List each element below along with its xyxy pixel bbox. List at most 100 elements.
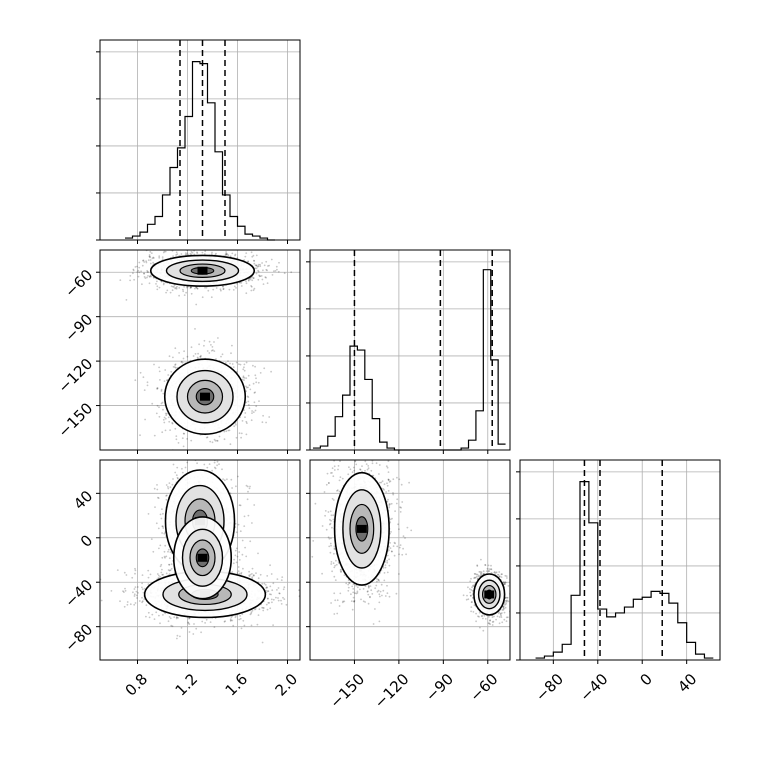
x-tick-label: 0 <box>636 670 655 689</box>
sample-point <box>213 451 215 453</box>
sample-point <box>251 255 254 258</box>
sample-point <box>183 245 185 247</box>
sample-point <box>231 363 234 365</box>
sample-point <box>186 355 189 358</box>
hist-panel-0-grid <box>100 40 300 240</box>
sample-point <box>158 286 161 289</box>
sample-point <box>171 483 174 486</box>
sample-point <box>165 555 168 558</box>
sample-point <box>239 530 242 533</box>
sample-point <box>141 600 144 603</box>
sample-point <box>225 252 228 255</box>
sample-point <box>242 376 245 379</box>
sample-point <box>138 266 141 269</box>
sample-point <box>176 466 179 469</box>
sample-point <box>256 265 259 268</box>
sample-point <box>247 514 250 517</box>
sample-point <box>249 573 252 576</box>
sample-point <box>158 255 161 258</box>
sample-point <box>161 532 164 534</box>
sample-point <box>169 486 172 489</box>
sample-point <box>226 253 228 256</box>
sample-point <box>236 572 239 575</box>
sample-point <box>255 264 258 267</box>
sample-point <box>182 357 185 360</box>
sample-point <box>275 596 277 599</box>
sample-point <box>172 366 175 368</box>
sample-point <box>164 412 167 415</box>
sample-point <box>259 275 262 277</box>
sample-point <box>251 567 254 570</box>
sample-point <box>138 600 141 602</box>
sample-point <box>174 287 177 290</box>
sample-point <box>248 407 251 409</box>
sample-point <box>181 361 184 364</box>
sample-point <box>159 565 162 568</box>
sample-point <box>268 264 270 267</box>
sample-point <box>247 396 250 398</box>
sample-point <box>254 374 257 377</box>
sample-point <box>168 569 171 572</box>
sample-point <box>192 633 195 635</box>
sample-point <box>148 255 151 258</box>
sample-point <box>237 523 240 526</box>
sample-point <box>245 280 247 283</box>
sample-point <box>250 276 253 279</box>
sample-point <box>261 278 264 281</box>
sample-point <box>156 388 159 390</box>
sample-point <box>199 457 201 459</box>
sample-point <box>250 285 253 287</box>
sample-point <box>147 576 150 579</box>
sample-point <box>100 599 103 602</box>
sample-point <box>281 576 284 578</box>
sample-point <box>174 427 177 430</box>
sample-point <box>246 422 248 424</box>
sample-point <box>243 366 245 369</box>
sample-point <box>142 259 144 262</box>
sample-point <box>276 589 278 591</box>
sample-point <box>165 414 168 417</box>
sample-point <box>190 253 193 256</box>
sample-point <box>129 275 132 277</box>
x-ticks <box>137 240 288 244</box>
sample-point <box>265 587 267 589</box>
sample-point <box>145 604 148 607</box>
sample-point <box>194 287 196 290</box>
sample-point <box>190 250 193 253</box>
sample-point <box>198 457 200 459</box>
sample-point <box>134 379 137 382</box>
sample-point <box>153 618 156 620</box>
sample-point <box>278 261 280 264</box>
sample-point <box>243 624 246 627</box>
sample-point <box>213 438 216 441</box>
sample-point <box>165 498 168 501</box>
sample-point <box>263 607 265 609</box>
sample-point <box>167 569 170 571</box>
sample-point <box>187 621 190 624</box>
sample-point <box>249 613 252 616</box>
sample-point <box>165 484 168 486</box>
sample-point <box>169 429 172 431</box>
sample-point <box>170 285 173 288</box>
sample-point <box>257 270 260 273</box>
sample-point <box>225 253 228 256</box>
sample-point <box>229 362 231 365</box>
sample-point <box>252 574 255 576</box>
sample-point <box>189 253 192 255</box>
sample-point <box>210 296 213 299</box>
sample-point <box>238 432 241 435</box>
sample-point <box>258 275 261 278</box>
sample-point <box>133 603 136 606</box>
sample-point <box>141 601 144 604</box>
sample-point <box>280 579 283 581</box>
sample-point <box>254 608 257 610</box>
sample-point <box>264 584 267 586</box>
density-contour <box>195 387 215 406</box>
sample-point <box>162 283 165 286</box>
sample-point <box>223 430 226 433</box>
sample-point <box>246 485 249 488</box>
sample-point <box>253 401 256 404</box>
sample-point <box>155 283 157 285</box>
sample-point <box>227 429 230 432</box>
